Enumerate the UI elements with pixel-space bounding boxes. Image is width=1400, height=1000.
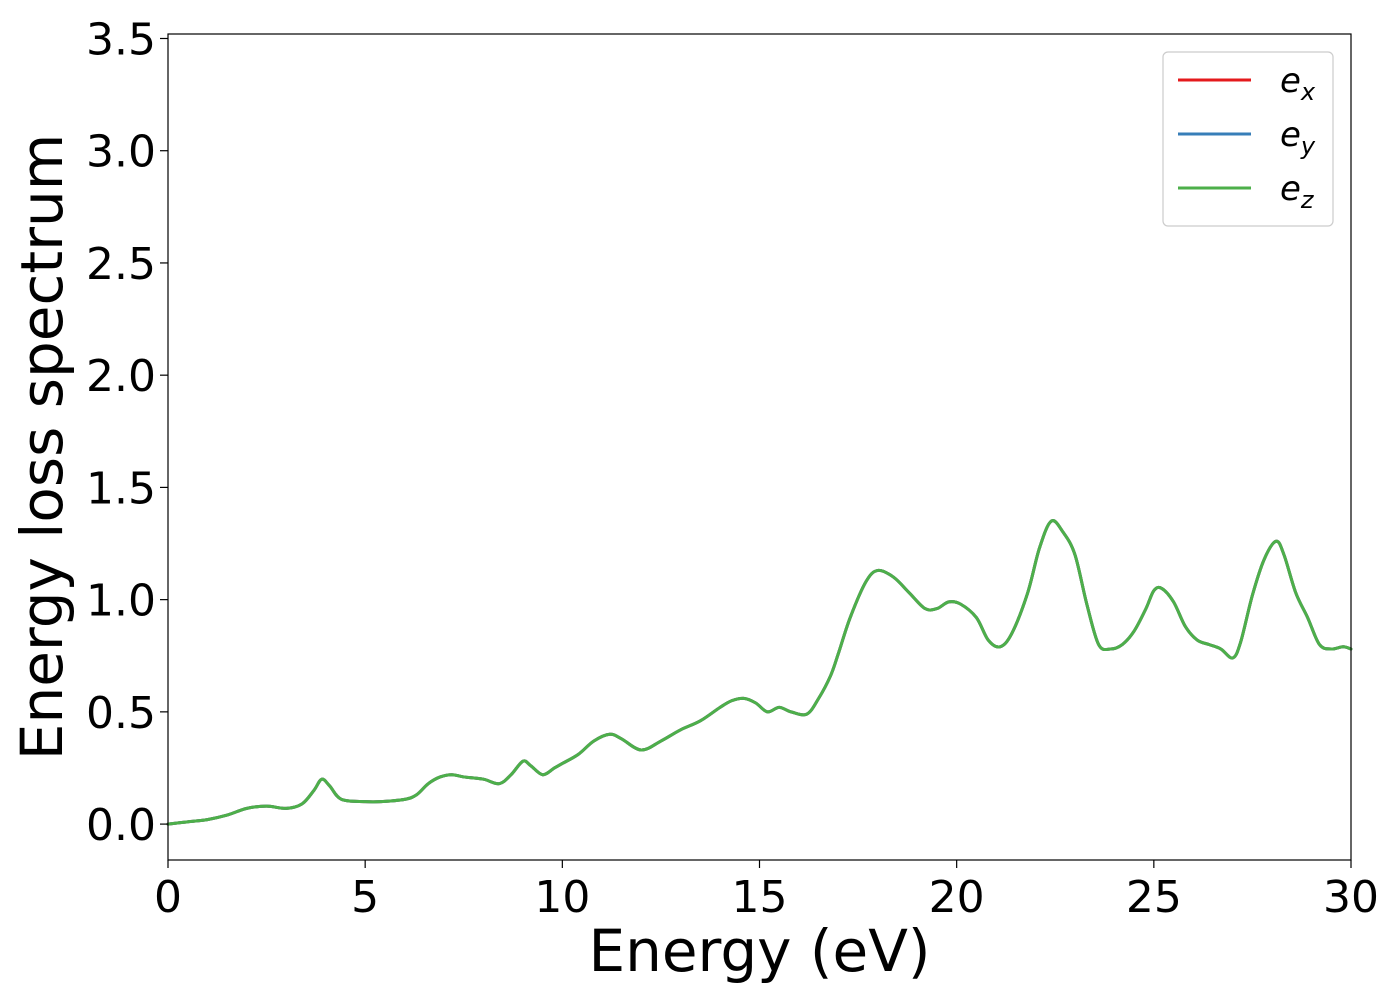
x-tick-label: 30 [1323,872,1379,923]
y-tick-label: 3.0 [86,127,156,178]
y-tick-label: 1.5 [86,463,156,514]
legend-box [1162,51,1334,227]
series-layer [166,519,1353,826]
x-tick-label: 20 [929,872,985,923]
series-line-e-z [166,519,1353,826]
x-tick-label: 5 [351,872,379,923]
x-tick-label: 15 [732,872,788,923]
x-axis-label: Energy (eV) [588,917,930,985]
x-tick-label: 0 [154,872,182,923]
x-tick-label: 10 [534,872,590,923]
x-tick-label: 25 [1126,872,1182,923]
legend-label-y: ey [1280,115,1316,160]
y-axis-label: Energy loss spectrum [8,134,76,760]
x-axis-ticks: 0 5 10 15 20 25 30 [154,860,1379,923]
y-tick-label: 3.5 [86,14,156,65]
legend: ex ey ez [1162,51,1334,227]
legend-label-z: ez [1280,169,1315,214]
legend-label-x: ex [1280,61,1316,106]
y-tick-label: 1.0 [86,576,156,627]
y-tick-label: 2.0 [86,351,156,402]
y-tick-label: 0.5 [86,688,156,739]
y-tick-label: 2.5 [86,239,156,290]
y-axis-ticks: 0.0 0.5 1.0 1.5 2.0 2.5 3.0 3.5 [86,14,168,851]
y-tick-label: 0.0 [86,800,156,851]
